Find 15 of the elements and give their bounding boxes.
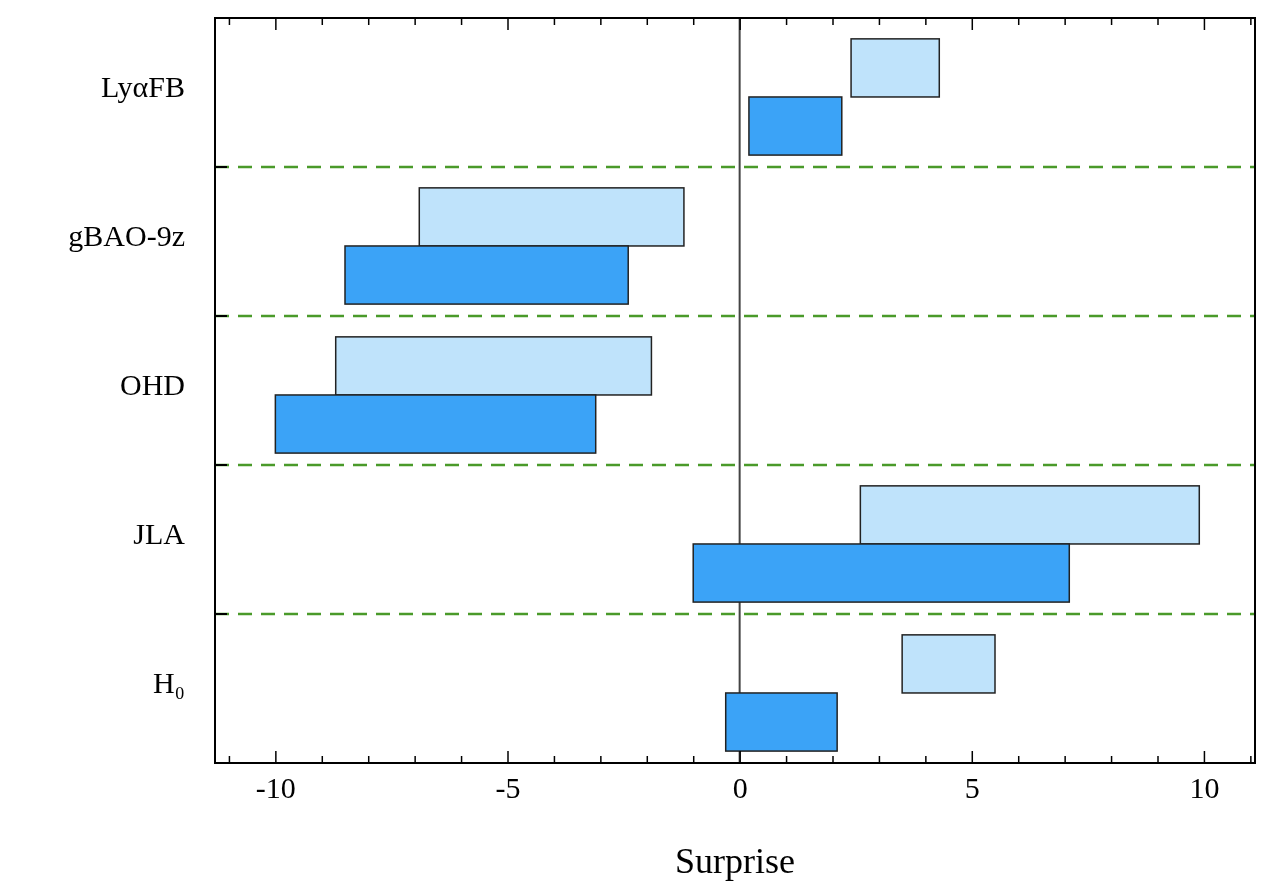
bar <box>748 96 843 156</box>
x-tick-label: 5 <box>964 771 980 805</box>
x-tick-label: -5 <box>495 771 521 805</box>
bar <box>850 38 941 98</box>
y-tick-label: gBAO-9z <box>68 219 185 253</box>
y-tick-label: H₀ <box>152 666 185 700</box>
bar <box>724 692 838 752</box>
y-tick-label: JLA <box>133 517 186 551</box>
x-tick-label: 10 <box>1189 771 1220 805</box>
x-tick-label: -10 <box>255 771 296 805</box>
y-tick-label: OHD <box>120 368 185 402</box>
bar <box>901 634 996 694</box>
x-axis-title: Surprise <box>675 841 795 881</box>
x-tick-label: 0 <box>732 771 748 805</box>
y-tick-label: LyαFB <box>100 70 185 104</box>
